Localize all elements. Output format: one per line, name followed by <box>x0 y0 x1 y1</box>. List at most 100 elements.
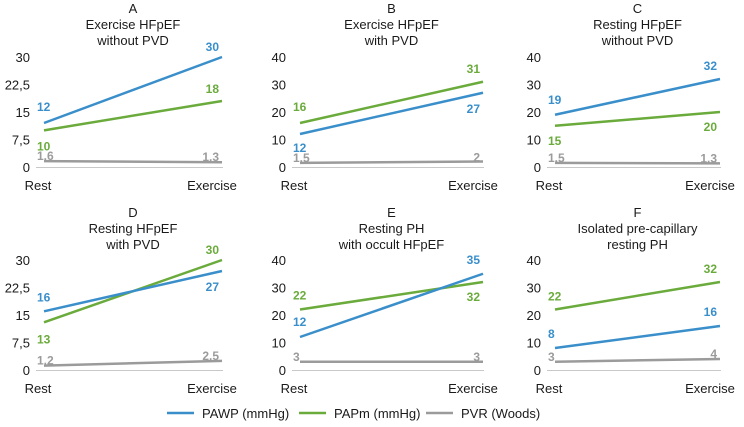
y-tick-label: 10 <box>527 336 541 351</box>
panel-letter: E <box>387 205 396 220</box>
data-label-papm: 20 <box>704 120 718 134</box>
data-label-papm: 22 <box>293 289 307 303</box>
series-line-pawp <box>43 269 223 313</box>
panel-title-line: with PVD <box>105 237 159 252</box>
data-label-papm: 31 <box>467 62 481 76</box>
panel-title-line: Resting HFpEF <box>89 221 178 236</box>
data-label-papm: 32 <box>467 290 481 304</box>
y-tick-label: 20 <box>527 308 541 323</box>
data-label-pvr: 3 <box>548 350 555 364</box>
x-tick-label: Exercise <box>187 178 237 193</box>
x-tick-label: Exercise <box>187 381 237 396</box>
y-tick-label: 20 <box>272 105 286 120</box>
data-label-papm: 18 <box>206 82 220 96</box>
y-tick-label: 10 <box>272 336 286 351</box>
data-label-pawp: 30 <box>206 40 220 54</box>
data-label-pawp: 12 <box>293 315 307 329</box>
y-tick-label: 40 <box>527 253 541 268</box>
panel-title-line: Exercise HFpEF <box>86 17 181 32</box>
panel-title-line: without PVD <box>96 33 169 48</box>
data-label-pawp: 35 <box>467 253 481 267</box>
legend-label-papm: PAPm (mmHg) <box>334 406 420 421</box>
panel-letter: F <box>634 205 642 220</box>
x-tick-label: Exercise <box>448 381 498 396</box>
y-tick-label: 30 <box>16 253 30 268</box>
data-label-papm: 32 <box>704 262 718 276</box>
panel-letter: B <box>387 1 396 16</box>
y-tick-label: 40 <box>527 50 541 65</box>
series-line-pawp <box>554 324 721 350</box>
data-label-papm: 22 <box>548 290 562 304</box>
x-tick-label: Exercise <box>685 381 735 396</box>
y-tick-label: 0 <box>279 363 286 378</box>
panel-title-line: Resting HFpEF <box>593 17 682 32</box>
y-tick-label: 15 <box>16 105 30 120</box>
y-tick-label: 7,5 <box>12 133 30 148</box>
panel-title-line: Resting PH <box>359 221 425 236</box>
series-line-pvr <box>43 359 223 367</box>
legend-label-pawp: PAWP (mmHg) <box>202 406 289 421</box>
data-label-pawp: 12 <box>37 100 51 114</box>
panel-title-line: with occult HFpEF <box>338 237 445 252</box>
y-tick-label: 30 <box>272 281 286 296</box>
x-tick-label: Exercise <box>685 178 735 193</box>
panel-title-line: Isolated pre-capillary <box>578 221 698 236</box>
y-tick-label: 30 <box>527 78 541 93</box>
data-label-pvr: 2 <box>473 151 480 165</box>
series-line-pawp <box>43 55 223 125</box>
data-label-pawp: 27 <box>206 280 220 294</box>
data-label-pvr: 1.2 <box>37 354 54 368</box>
data-label-pawp: 27 <box>467 102 481 116</box>
data-label-pawp: 12 <box>293 141 307 155</box>
y-tick-label: 22,5 <box>5 281 30 296</box>
series-line-papm <box>299 80 484 125</box>
y-tick-label: 0 <box>534 160 541 175</box>
data-label-pvr: 1.3 <box>202 150 219 164</box>
x-tick-label: Rest <box>25 178 52 193</box>
y-tick-label: 7,5 <box>12 336 30 351</box>
panel-title-line: Exercise HFpEF <box>344 17 439 32</box>
series-line-pawp <box>554 77 721 116</box>
x-tick-label: Rest <box>281 381 308 396</box>
series-line-pvr <box>554 161 721 165</box>
data-label-pawp: 8 <box>548 327 555 341</box>
data-label-papm: 16 <box>293 100 307 114</box>
panel-letter: A <box>129 1 138 16</box>
data-label-papm: 10 <box>37 139 51 153</box>
series-line-pvr <box>554 357 721 363</box>
y-tick-label: 30 <box>527 281 541 296</box>
y-tick-label: 22,5 <box>5 78 30 93</box>
y-tick-label: 0 <box>23 160 30 175</box>
x-tick-label: Rest <box>536 381 563 396</box>
data-label-pawp: 16 <box>37 290 51 304</box>
data-label-papm: 13 <box>37 332 51 346</box>
data-label-pvr: 1.5 <box>293 151 310 165</box>
y-tick-label: 0 <box>279 160 286 175</box>
y-tick-label: 15 <box>16 308 30 323</box>
data-label-pawp: 19 <box>548 93 562 107</box>
legend-label-pvr: PVR (Woods) <box>461 406 540 421</box>
y-tick-label: 30 <box>16 50 30 65</box>
y-tick-label: 30 <box>272 78 286 93</box>
y-tick-label: 40 <box>272 253 286 268</box>
panel-title-line: with PVD <box>364 33 418 48</box>
data-label-pvr: 2.5 <box>202 349 219 363</box>
y-tick-label: 10 <box>527 133 541 148</box>
data-label-pawp: 32 <box>704 59 718 73</box>
data-label-pawp: 16 <box>704 305 718 319</box>
data-label-papm: 15 <box>548 134 562 148</box>
y-tick-label: 40 <box>272 50 286 65</box>
y-tick-label: 10 <box>272 133 286 148</box>
series-line-papm <box>554 110 721 127</box>
data-label-pvr: 1.3 <box>700 151 717 165</box>
y-tick-label: 20 <box>527 105 541 120</box>
x-tick-label: Exercise <box>448 178 498 193</box>
panel-letter: D <box>128 205 137 220</box>
series-line-pvr <box>43 159 223 164</box>
series-line-papm <box>43 99 223 132</box>
